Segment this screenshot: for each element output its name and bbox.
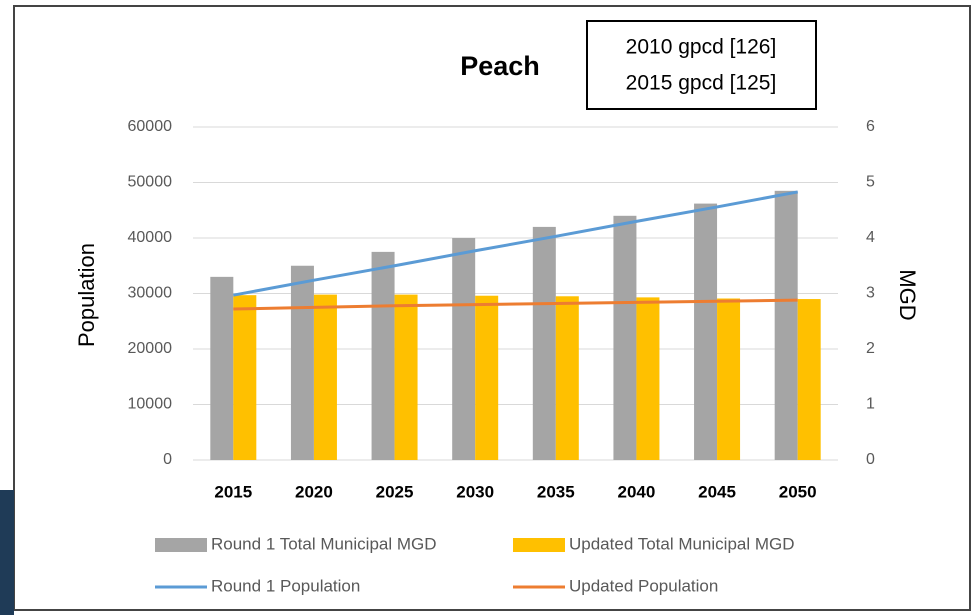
y-tick-label: 20000 xyxy=(128,340,173,357)
legend-label: Round 1 Total Municipal MGD xyxy=(211,534,437,553)
y2-tick-label: 4 xyxy=(866,229,875,246)
y-tick-label: 40000 xyxy=(128,229,173,246)
bar xyxy=(694,203,718,460)
x-tick-label: 2035 xyxy=(537,482,575,501)
y-tick-label: 0 xyxy=(163,451,172,468)
y2-tick-label: 0 xyxy=(866,451,875,468)
y-tick-label: 60000 xyxy=(128,118,173,135)
bar xyxy=(371,251,395,460)
y2-tick-label: 1 xyxy=(866,396,875,413)
x-tick-label: 2045 xyxy=(698,482,736,501)
x-tick-label: 2050 xyxy=(779,482,817,501)
bar xyxy=(313,294,337,460)
x-tick-label: 2025 xyxy=(376,482,414,501)
y-tick-label: 50000 xyxy=(128,174,173,191)
x-tick-label: 2015 xyxy=(214,482,252,501)
x-tick-label: 2040 xyxy=(618,482,656,501)
legend-label: Updated Total Municipal MGD xyxy=(569,534,795,553)
y2-axis-label: MGD xyxy=(895,269,920,320)
legend-swatch xyxy=(155,538,207,552)
y2-tick-label: 3 xyxy=(866,285,875,302)
legend-label: Updated Population xyxy=(569,576,718,595)
frame xyxy=(13,5,971,611)
y2-tick-label: 6 xyxy=(866,118,875,135)
bar xyxy=(613,215,637,460)
bar xyxy=(210,276,234,460)
bar xyxy=(555,296,579,460)
line xyxy=(233,298,798,311)
x-tick-label: 2030 xyxy=(456,482,494,501)
bar xyxy=(233,295,257,460)
chart-title: Peach xyxy=(460,51,540,81)
y-tick-label: 10000 xyxy=(128,396,173,413)
bar xyxy=(717,298,741,460)
y2-tick-label: 2 xyxy=(866,340,875,357)
annotation: 2015 gpcd [125] xyxy=(626,72,777,95)
bar xyxy=(774,190,798,460)
bar xyxy=(797,299,821,460)
annotation-box xyxy=(586,20,817,110)
side-strip xyxy=(0,490,14,615)
annotation: 2010 gpcd [126] xyxy=(626,36,777,59)
bar xyxy=(532,226,556,460)
bar xyxy=(394,294,418,460)
y2-tick-label: 5 xyxy=(866,174,875,191)
legend-swatch xyxy=(513,538,565,552)
line xyxy=(233,190,798,297)
y-axis-label: Population xyxy=(74,243,99,347)
legend-label: Round 1 Population xyxy=(211,576,360,595)
x-tick-label: 2020 xyxy=(295,482,333,501)
bar xyxy=(475,295,499,460)
bar xyxy=(452,238,476,460)
y-tick-label: 30000 xyxy=(128,285,173,302)
bar xyxy=(290,265,314,460)
bar xyxy=(636,297,660,460)
